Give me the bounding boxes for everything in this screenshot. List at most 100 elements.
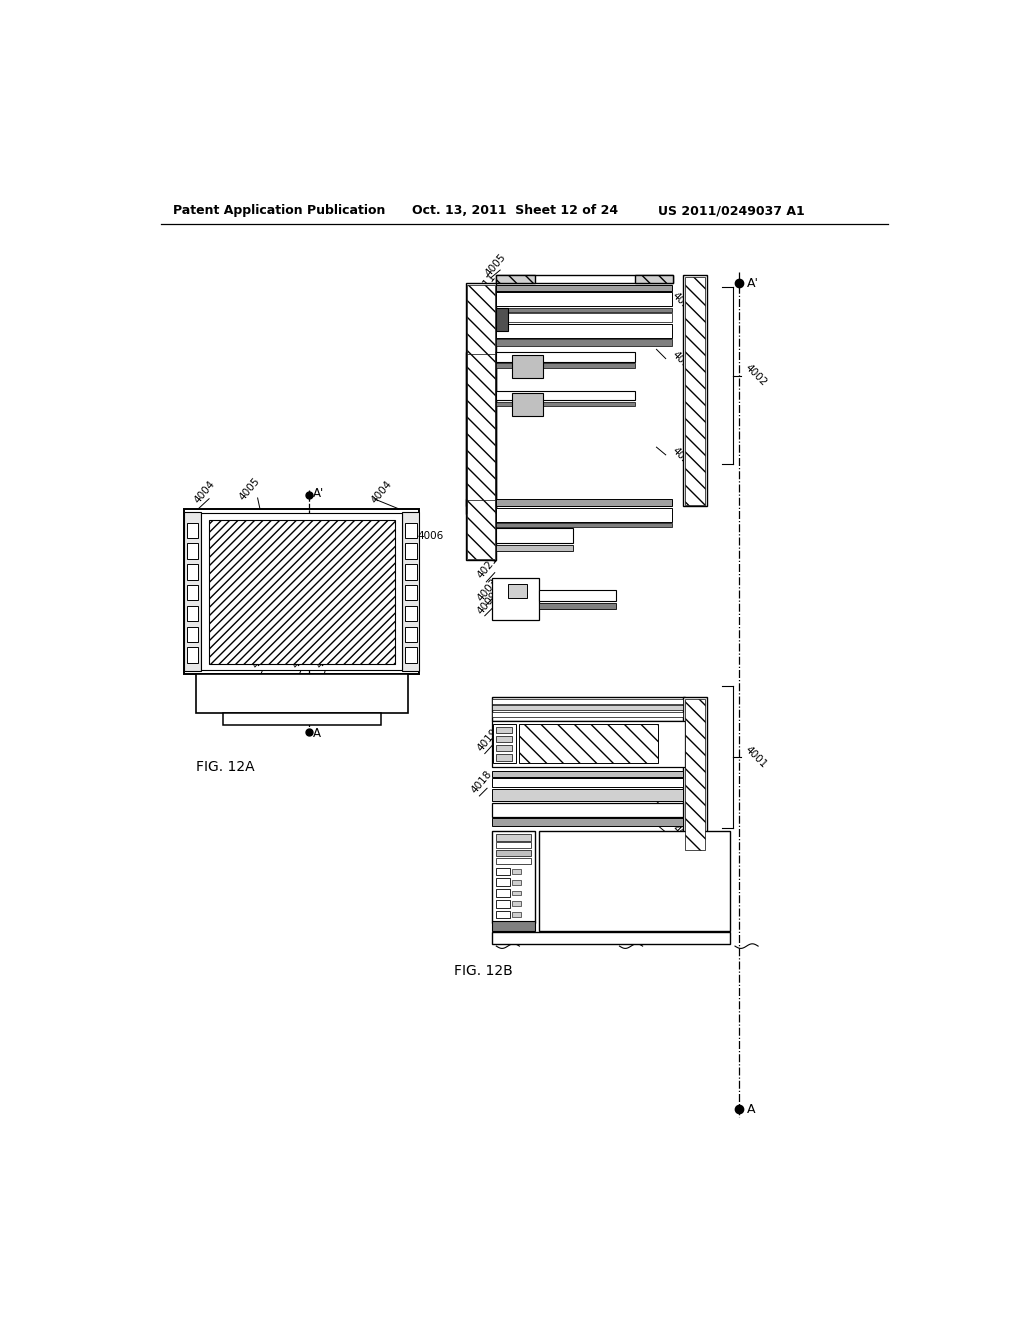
Bar <box>512 880 521 884</box>
Text: 4004: 4004 <box>193 479 217 506</box>
Text: 4006: 4006 <box>418 531 444 541</box>
Text: A: A <box>313 727 322 741</box>
Bar <box>186 627 199 642</box>
Bar <box>466 499 497 560</box>
Bar <box>497 911 510 919</box>
Bar <box>466 284 497 515</box>
Bar <box>223 713 381 725</box>
Bar <box>497 858 531 863</box>
Bar <box>497 363 635 368</box>
Bar <box>186 544 199 558</box>
Text: FIG. 12A: FIG. 12A <box>196 760 255 774</box>
Bar <box>539 830 730 931</box>
Bar <box>497 890 510 896</box>
Bar <box>186 523 199 539</box>
Bar <box>497 850 531 857</box>
Bar <box>497 755 512 760</box>
Bar <box>683 697 707 851</box>
Bar <box>186 564 199 579</box>
Bar <box>406 544 417 558</box>
Bar <box>539 603 615 609</box>
Text: 4010: 4010 <box>670 350 695 375</box>
Bar <box>186 647 199 663</box>
Bar <box>493 932 730 944</box>
Text: 4007: 4007 <box>475 297 500 325</box>
Bar <box>497 276 674 284</box>
Bar <box>497 726 512 733</box>
Bar <box>497 878 510 886</box>
Bar <box>196 675 408 713</box>
Bar <box>466 352 497 507</box>
Bar <box>186 606 199 622</box>
Text: 4005: 4005 <box>237 477 261 503</box>
Text: 4006: 4006 <box>475 350 500 376</box>
Text: 4035: 4035 <box>475 376 500 403</box>
Bar <box>493 700 683 705</box>
Bar <box>512 902 521 906</box>
Bar <box>493 818 683 826</box>
Bar <box>493 789 683 800</box>
Bar <box>512 869 521 874</box>
Bar <box>184 508 419 675</box>
Bar <box>497 401 635 407</box>
Bar <box>497 744 512 751</box>
Text: 4009: 4009 <box>475 590 500 616</box>
Bar <box>497 308 672 312</box>
Bar <box>497 308 508 331</box>
Bar <box>497 293 672 306</box>
Bar <box>497 339 672 346</box>
Bar <box>497 834 531 841</box>
Text: A': A' <box>746 277 759 289</box>
Text: FIG. 12B: FIG. 12B <box>454 964 513 978</box>
Text: 4030: 4030 <box>670 290 695 315</box>
Bar <box>683 276 707 507</box>
Text: 4004: 4004 <box>370 479 394 506</box>
Bar <box>497 737 512 742</box>
Text: Oct. 13, 2011  Sheet 12 of 24: Oct. 13, 2011 Sheet 12 of 24 <box>412 205 617 218</box>
Bar <box>406 606 417 622</box>
Bar <box>497 352 635 362</box>
Text: 4002: 4002 <box>263 573 291 583</box>
Bar <box>685 700 705 850</box>
Bar <box>202 513 402 669</box>
Text: 4018: 4018 <box>469 768 494 796</box>
Bar <box>209 520 394 664</box>
Text: A': A' <box>313 487 325 500</box>
Bar <box>508 585 527 598</box>
Text: 4031: 4031 <box>475 421 500 447</box>
Text: 4003: 4003 <box>475 577 500 603</box>
Text: 4021: 4021 <box>291 644 315 671</box>
Bar <box>497 323 672 338</box>
Bar <box>512 393 543 416</box>
Bar <box>406 627 417 642</box>
Bar <box>406 585 417 601</box>
Bar <box>497 499 672 507</box>
Bar <box>493 779 683 788</box>
Bar <box>497 528 573 544</box>
Text: A: A <box>746 1102 755 1115</box>
Text: 4015: 4015 <box>670 800 695 826</box>
Bar <box>497 391 635 400</box>
Text: 4011: 4011 <box>473 272 498 298</box>
Text: 4005: 4005 <box>483 251 508 279</box>
Bar <box>512 355 543 378</box>
Bar <box>493 771 683 776</box>
Text: 4005: 4005 <box>475 486 500 512</box>
Bar <box>497 900 510 908</box>
Bar <box>497 545 573 552</box>
Bar <box>539 590 615 601</box>
Bar <box>497 276 535 284</box>
Text: Patent Application Publication: Patent Application Publication <box>173 205 385 218</box>
Bar <box>685 277 705 504</box>
Bar <box>635 276 674 284</box>
Bar <box>497 867 510 875</box>
Text: 4021: 4021 <box>475 553 500 579</box>
Bar <box>493 803 683 817</box>
Bar <box>467 500 495 558</box>
Bar <box>406 647 417 663</box>
Text: 4018: 4018 <box>250 644 274 671</box>
Bar <box>467 285 495 512</box>
Text: 4014: 4014 <box>670 723 695 748</box>
Bar <box>494 725 516 763</box>
Bar <box>493 721 685 767</box>
